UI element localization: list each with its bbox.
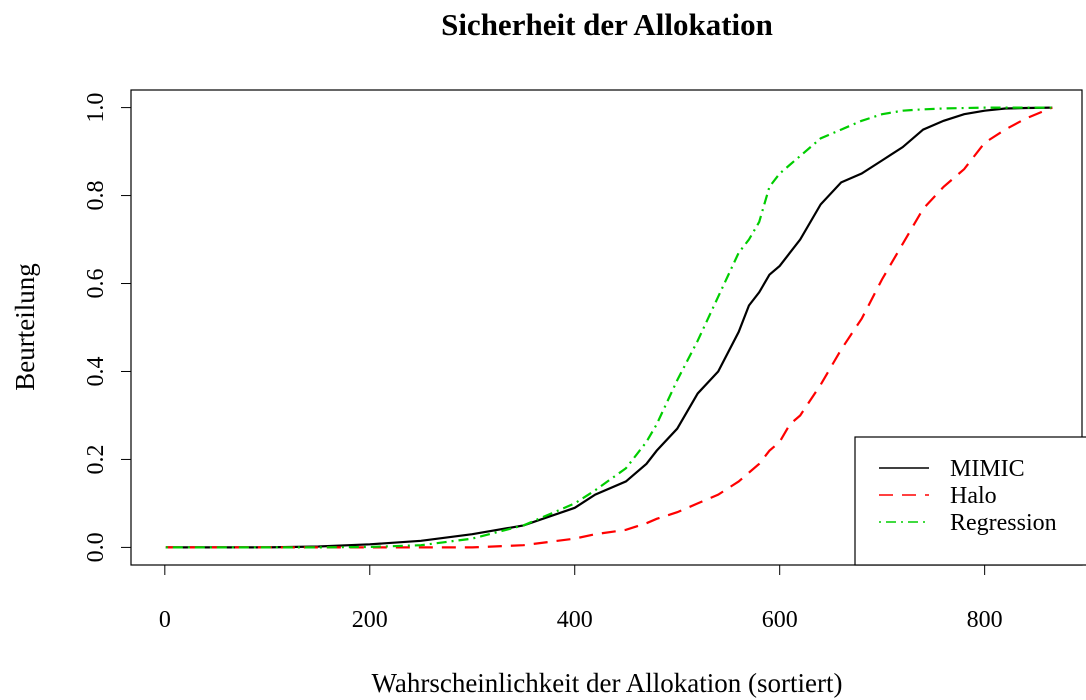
series-line (165, 106, 1053, 549)
y-tick-label: 1.0 (83, 93, 109, 123)
x-tick-label: 400 (557, 607, 593, 633)
y-axis-label: Beurteilung (10, 263, 40, 390)
y-tick-label: 0.6 (83, 269, 109, 299)
chart-title: Sicherheit der Allokation (441, 7, 773, 42)
legend-label: Regression (950, 510, 1057, 536)
x-tick-label: 200 (352, 607, 388, 633)
x-axis-label: Wahrscheinlichkeit der Allokation (sorti… (372, 668, 843, 698)
x-tick-label: 600 (762, 607, 798, 633)
y-tick-label: 0.2 (83, 444, 109, 474)
y-tick-label: 0.4 (83, 356, 109, 386)
legend-label: Halo (950, 483, 997, 509)
legend-label: MIMIC (950, 456, 1025, 482)
series-line (165, 106, 1053, 549)
series-line (165, 106, 1053, 549)
x-tick-label: 0 (159, 607, 171, 633)
legend-box (854, 436, 1086, 566)
y-tick-label: 0.8 (83, 181, 109, 211)
x-tick-label: 800 (967, 607, 1003, 633)
y-tick-label: 0.0 (83, 532, 109, 562)
